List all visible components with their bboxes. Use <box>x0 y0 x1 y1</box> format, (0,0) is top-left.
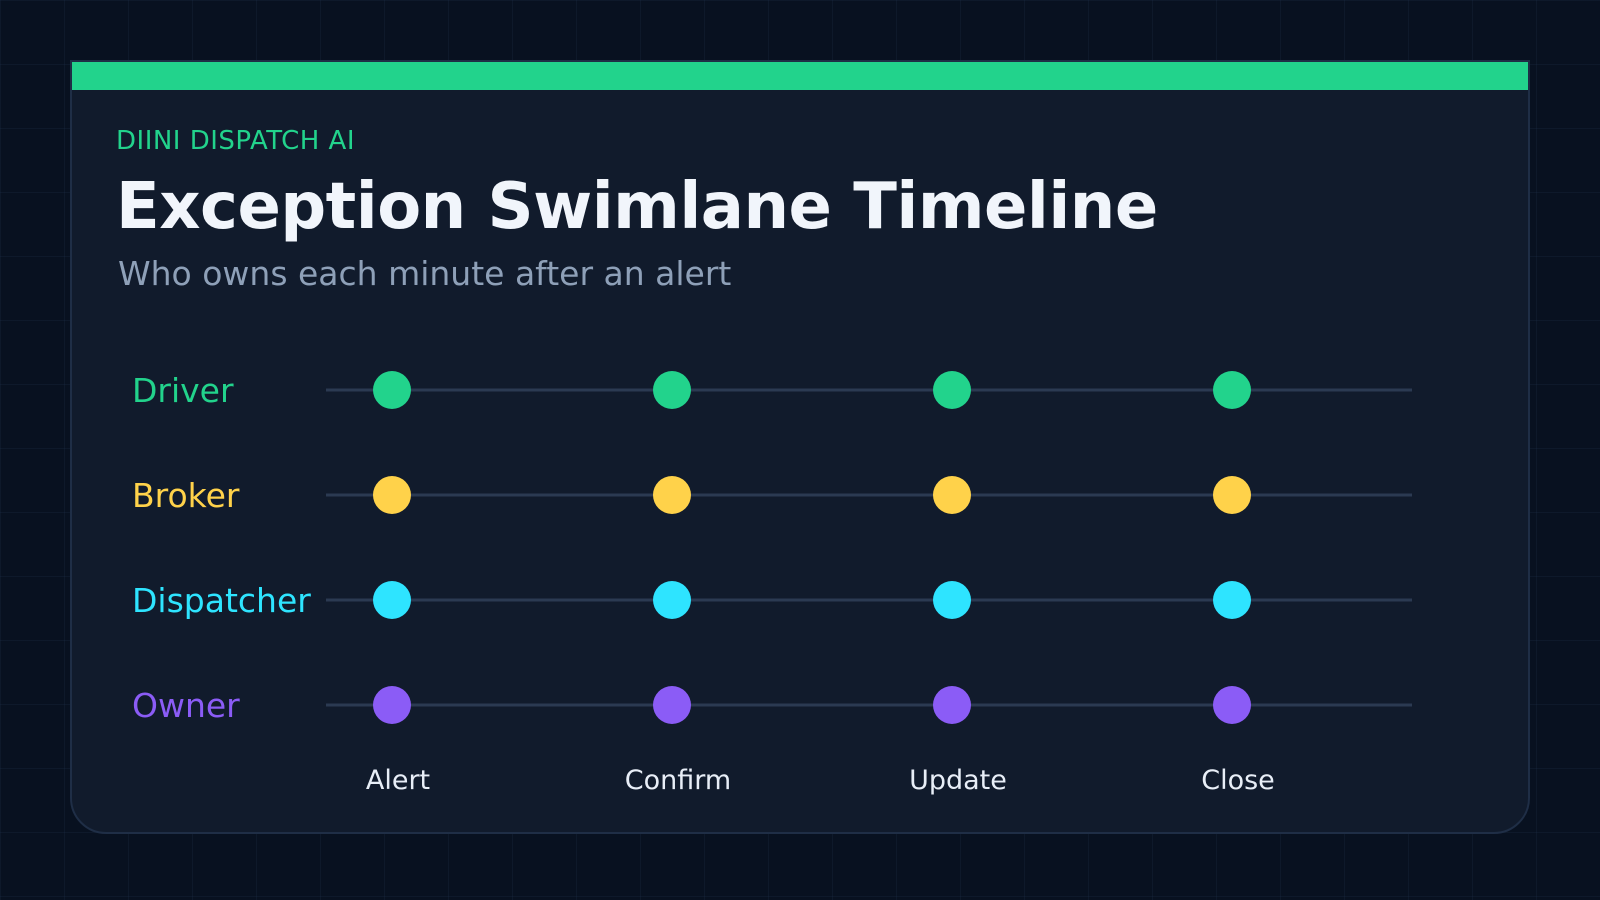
step-label-close: Close <box>1201 765 1275 796</box>
lane-marker-alert <box>373 581 411 619</box>
step-label-update: Update <box>909 765 1007 796</box>
lane-marker-alert <box>373 686 411 724</box>
lane-dispatcher: Dispatcher <box>132 581 1412 620</box>
lane-label: Owner <box>132 686 240 725</box>
accent-bar <box>72 62 1528 90</box>
lane-marker-close <box>1213 476 1251 514</box>
lane-owner: Owner <box>132 686 1412 725</box>
lane-marker-confirm <box>653 476 691 514</box>
lane-label: Driver <box>132 371 234 410</box>
swimlane-diagram: Driver Broker Dispatcher Owner Alert Confirm U… <box>132 371 1412 796</box>
lane-marker-close <box>1213 581 1251 619</box>
lane-marker-confirm <box>653 686 691 724</box>
step-label-confirm: Confirm <box>625 765 731 796</box>
lane-label: Broker <box>132 476 240 515</box>
lane-marker-close <box>1213 686 1251 724</box>
lane-marker-alert <box>373 476 411 514</box>
lane-marker-close <box>1213 371 1251 409</box>
step-label-alert: Alert <box>366 765 430 796</box>
lane-marker-confirm <box>653 371 691 409</box>
page-title: Exception Swimlane Timeline <box>116 170 1158 244</box>
swimlane-card: DIINI DISPATCH AI Exception Swimlane Tim… <box>70 60 1530 834</box>
lane-marker-update <box>933 476 971 514</box>
lane-label: Dispatcher <box>132 581 311 620</box>
lane-marker-confirm <box>653 581 691 619</box>
lane-driver: Driver <box>132 371 1412 410</box>
brand-label: DIINI DISPATCH AI <box>116 126 355 156</box>
lane-marker-update <box>933 686 971 724</box>
page-subtitle: Who owns each minute after an alert <box>118 254 732 293</box>
lane-marker-alert <box>373 371 411 409</box>
lane-marker-update <box>933 581 971 619</box>
lane-marker-update <box>933 371 971 409</box>
lane-broker: Broker <box>132 476 1412 515</box>
